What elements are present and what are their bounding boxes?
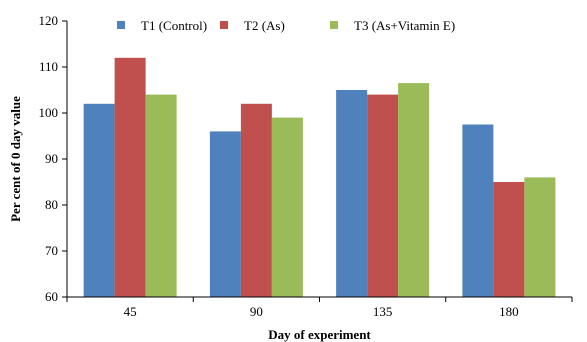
x-axis-title: Day of experiment: [268, 327, 371, 342]
bar-2-135: [367, 94, 399, 297]
bar-3-135: [398, 83, 430, 297]
bar-2-180: [493, 182, 525, 297]
x-axis-ticks: 45 90 135 180: [66, 297, 573, 319]
bar-1-135: [336, 90, 368, 297]
x-tick-label: 135: [373, 304, 393, 319]
legend-swatch: [117, 21, 125, 29]
bar-2-90: [240, 103, 272, 297]
bar-3-45: [145, 94, 177, 297]
y-tick-label: 100: [39, 105, 59, 120]
y-tick-label: 80: [45, 197, 58, 212]
bar-3-180: [524, 177, 556, 297]
y-tick-label: 70: [45, 243, 58, 258]
bar-3-90: [271, 117, 303, 297]
bar-1-180: [462, 124, 494, 297]
y-axis-ticks: 60 70 80 90 100 110 120: [39, 13, 67, 304]
legend-swatch: [220, 21, 228, 29]
bar-1-90: [209, 131, 241, 297]
y-tick-label: 120: [39, 13, 59, 28]
legend: T1 (Control) T2 (As) T3 (As+Vitamin E): [117, 18, 455, 33]
x-tick-label: 45: [124, 304, 137, 319]
bar-1-45: [83, 103, 115, 297]
y-tick-label: 90: [45, 151, 58, 166]
legend-label: T2 (As): [244, 18, 285, 33]
x-tick-label: 180: [499, 304, 519, 319]
legend-label: T1 (Control): [141, 18, 207, 33]
bars: [83, 57, 556, 297]
legend-swatch: [330, 21, 338, 29]
legend-label: T3 (As+Vitamin E): [354, 18, 455, 33]
y-axis-title: Per cent of 0 day value: [8, 96, 23, 222]
bar-2-45: [114, 57, 146, 297]
x-tick-label: 90: [250, 304, 263, 319]
y-tick-label: 60: [45, 289, 58, 304]
y-tick-label: 110: [39, 59, 58, 74]
